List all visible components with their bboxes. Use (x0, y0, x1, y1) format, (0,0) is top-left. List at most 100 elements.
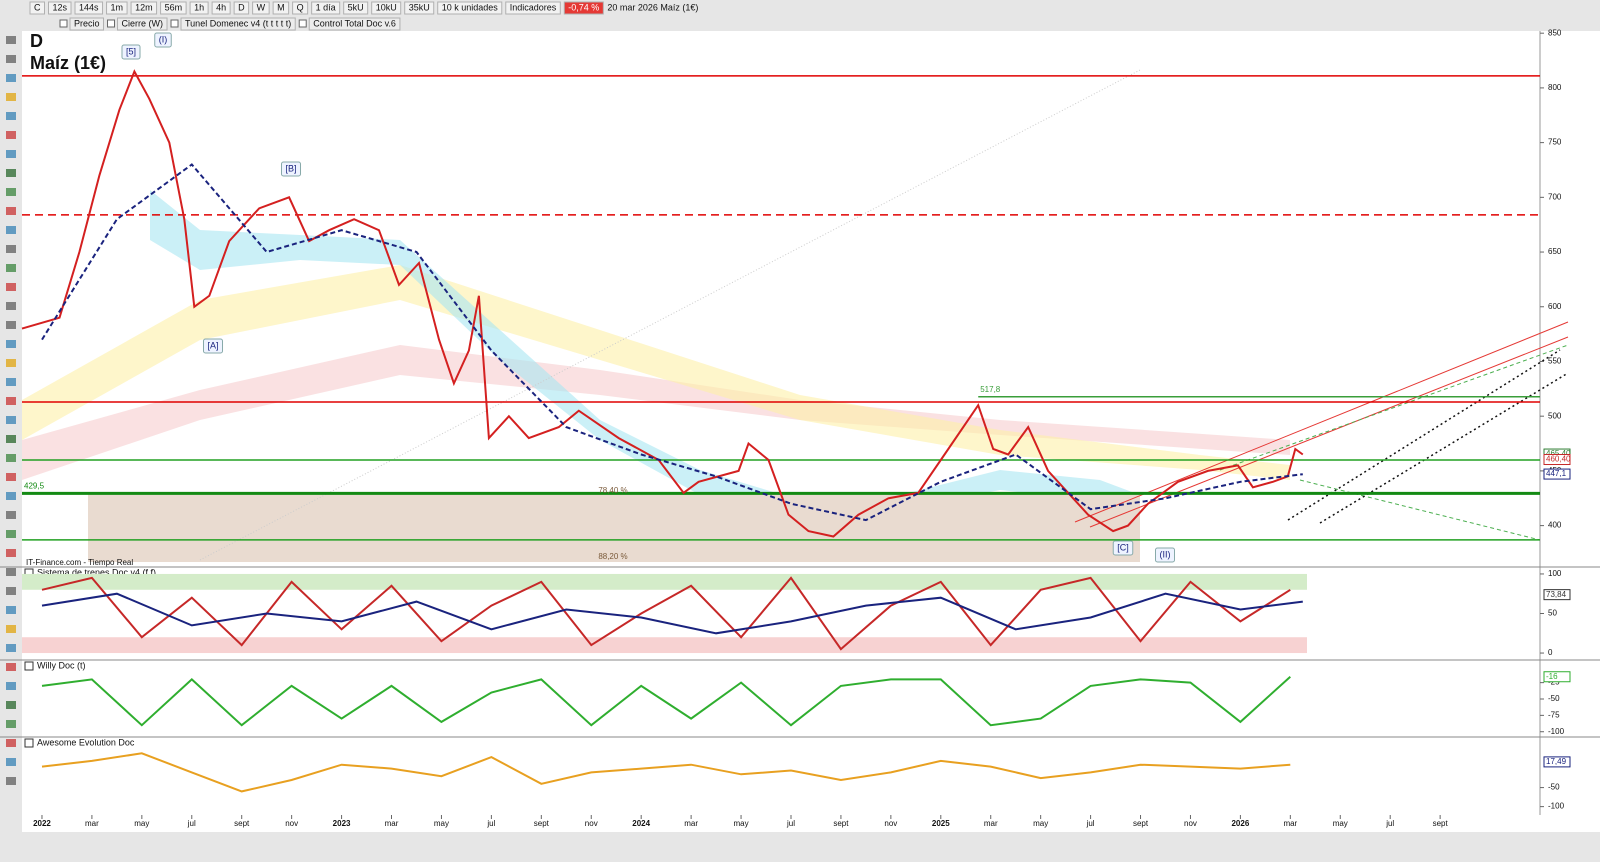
tool-icon (6, 454, 16, 462)
tool-icon (6, 283, 16, 291)
indicator-item-bg (308, 17, 401, 31)
toolbar-button[interactable]: 5kU (343, 1, 369, 15)
indicator-item[interactable]: Tunel Domenec v4 (t t t t t) (180, 17, 296, 31)
toolbar-button-bg (106, 1, 128, 15)
toolbar-button-label: 144s (79, 2, 99, 12)
tool-icon (6, 587, 16, 595)
toolbar-button[interactable]: W (252, 1, 270, 15)
toolbar-button-bg (48, 1, 72, 15)
x-tick-label: 2022 (33, 819, 51, 828)
fib-zone (88, 494, 1140, 562)
indicator-item[interactable]: Precio (69, 17, 105, 31)
toolbar-button[interactable]: C (29, 1, 45, 15)
quote-info: 20 mar 2026 Maíz (1€) (607, 2, 698, 12)
toolbar-button[interactable]: 1 día (311, 1, 341, 15)
tool-icon (6, 758, 16, 766)
x-tick-label: mar (984, 819, 998, 828)
toolbar-button[interactable]: 12s (48, 1, 72, 15)
x-tick-label: mar (385, 819, 399, 828)
tool-icon (6, 131, 16, 139)
toolbar-button[interactable]: 35kU (404, 1, 435, 15)
toolbar-button-label: 5kU (348, 2, 364, 12)
toolbar-button[interactable]: 12m (130, 1, 158, 15)
x-tick-label: 2023 (333, 819, 351, 828)
tool-icon (6, 549, 16, 557)
tool-icon (6, 416, 16, 424)
wave-box (202, 338, 224, 354)
toolbar-button-bg (272, 1, 290, 15)
toolbar-button[interactable]: 10 k unidades (437, 1, 503, 15)
toolbar-button-bg (437, 1, 503, 15)
price-tag-label: 17,49 (1546, 757, 1567, 766)
indicator-item[interactable]: Cierre (W) (117, 17, 168, 31)
toolbar-button[interactable]: Q (292, 1, 309, 15)
trend-line (1287, 349, 1561, 521)
toolbar-button-bg (130, 1, 158, 15)
tool-icon (6, 359, 16, 367)
toolbar-button-label: 1m (111, 2, 124, 12)
y-tick-label: 550 (1548, 357, 1562, 366)
price-tag (1543, 454, 1571, 466)
legend-check (298, 19, 307, 28)
toolbar-button-label: 1h (194, 2, 204, 12)
y-tick-label: -75 (1548, 710, 1560, 719)
toolbar-button[interactable]: 144s (74, 1, 104, 15)
tool-icon (6, 207, 16, 215)
tool-icon (6, 473, 16, 481)
tool-icon (6, 245, 16, 253)
indicator-item[interactable]: Control Total Doc v.6 (308, 17, 401, 31)
toolbar-button[interactable]: 10kU (371, 1, 402, 15)
x-tick-label: 2025 (932, 819, 950, 828)
indicator-item-label: Precio (74, 18, 100, 28)
level-label: 517,8 (980, 385, 1001, 394)
trend-line (1319, 372, 1569, 524)
series-line (41, 675, 1291, 727)
x-tick-label: nov (585, 819, 598, 828)
tool-icon (6, 264, 16, 272)
tool-icon (6, 340, 16, 348)
y-tick-label: 50 (1548, 609, 1557, 618)
toolbar-button[interactable]: 1h (189, 1, 209, 15)
wave-label: (II) (1160, 549, 1171, 559)
price-tag-label: 460,40 (1546, 455, 1571, 464)
price-tag-label: 73,84 (1546, 590, 1567, 599)
tool-icon (6, 150, 16, 158)
source: IT-Finance.com - Tiempo Real (26, 558, 133, 567)
bottom-bar (0, 832, 1600, 862)
x-tick-label: nov (285, 819, 298, 828)
tool-icon (6, 321, 16, 329)
toolbar-button[interactable]: Indicadores (505, 1, 561, 15)
wave-label: [C] (1117, 542, 1129, 552)
x-tick-label: 2024 (632, 819, 650, 828)
wave-box (154, 32, 172, 48)
toolbar-button-label: 10 k unidades (442, 2, 499, 12)
tool-icon (6, 663, 16, 671)
toolbar-button-bg (343, 1, 369, 15)
y-tick-label: 700 (1548, 192, 1562, 201)
toolbar-button-label: D (238, 2, 245, 12)
toolbar-button[interactable]: 4h (211, 1, 231, 15)
tool-icon (6, 625, 16, 633)
wave-label: [5] (126, 46, 136, 56)
x-tick-label: jul (486, 819, 495, 828)
toolbar-button-label: 10kU (376, 2, 397, 12)
tool-icon (6, 720, 16, 728)
toolbar-button[interactable]: M (272, 1, 290, 15)
y-tick-label: -50 (1548, 783, 1560, 792)
trend-line (1074, 321, 1569, 523)
toolbar-button-label: W (257, 2, 266, 12)
price-change-bg (563, 1, 604, 15)
zone (22, 573, 1307, 590)
toolbar-button[interactable]: D (233, 1, 250, 15)
x-tick-label: sept (1433, 819, 1449, 828)
toolbar-button-bg (233, 1, 250, 15)
price-tag-label: -16 (1546, 672, 1558, 681)
tool-icon (6, 777, 16, 785)
tool-icon (6, 74, 16, 82)
toolbar-button[interactable]: 56m (160, 1, 187, 15)
toolbar-button-label: 35kU (409, 2, 430, 12)
wave-box (1112, 540, 1134, 556)
toolbar-button[interactable]: 1m (106, 1, 128, 15)
zone (22, 637, 1307, 654)
